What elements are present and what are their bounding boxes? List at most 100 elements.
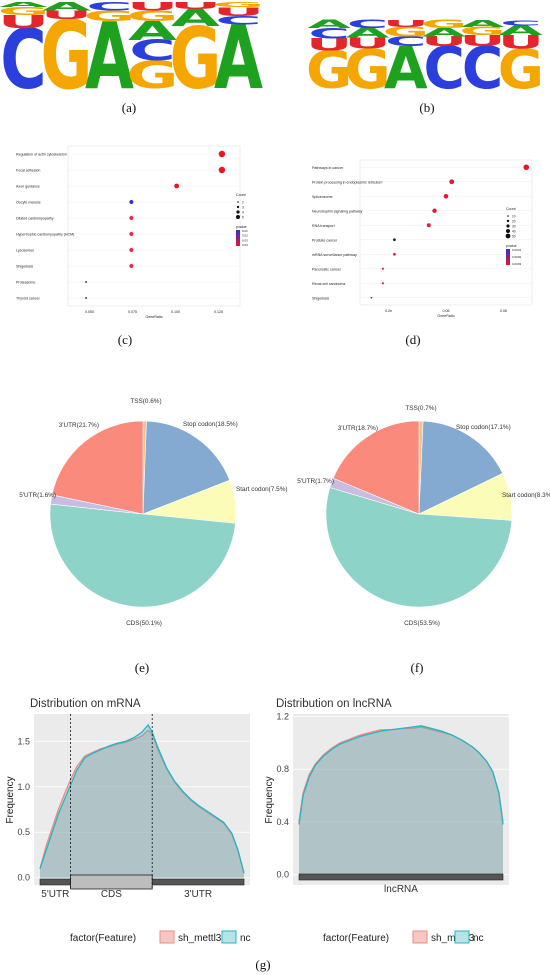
- legend-label-nc-right: nc: [473, 933, 484, 944]
- cds-box: [70, 874, 153, 890]
- dotplot-panel: [67, 145, 241, 307]
- pie-slice-label: 3'UTR(18.7%): [338, 425, 378, 432]
- pie-slice: [49, 503, 236, 608]
- logo-letter-U: U: [170, 0, 221, 11]
- logo-letter-U: U: [0, 11, 49, 32]
- dotplot-category-label: Pancreatic cancer: [312, 267, 342, 271]
- area-y-tick: 0.4: [276, 817, 289, 827]
- logo-letter-U: U: [41, 8, 92, 22]
- logo-letter-A: A: [346, 26, 390, 41]
- dotplot-point: [129, 216, 134, 220]
- legend-label-sh-mettl3-right: sh_mettl3: [431, 933, 475, 944]
- pie-slice-label: 5'UTR(1.7%): [297, 478, 334, 485]
- dotplot-legend-size-label: 3: [242, 206, 244, 210]
- pie-slice-label: TSS(0.6%): [130, 398, 161, 405]
- pie-slice: [142, 420, 231, 515]
- area-y-tick: 0.0: [17, 873, 30, 883]
- logo-letter-C: C: [347, 18, 388, 31]
- legend-label-sh-mettl3-left: sh_mettl3: [178, 933, 222, 944]
- logo-letter-U: U: [498, 31, 544, 53]
- pie-slice-label: Start codon(7.5%): [236, 486, 288, 493]
- dotplot-category-label: Renal cell carcinoma: [312, 282, 345, 286]
- logo-letter-U: U: [460, 32, 506, 49]
- logo-letter-C: C: [423, 35, 464, 102]
- dotplot-point: [129, 248, 134, 252]
- pie-slice-label: CDS(53.5%): [404, 620, 440, 627]
- logo-letter-C: C: [385, 34, 426, 49]
- logo-letter-G: G: [0, 5, 49, 17]
- caption-f: (f): [411, 660, 424, 675]
- logo-letter-G: G: [127, 54, 179, 97]
- pie-slice-label: 5'UTR(1.6%): [19, 492, 56, 499]
- pie-slice-label: 3'UTR(21.7%): [59, 422, 99, 429]
- pie-slice-label: CDS(50.1%): [126, 620, 162, 627]
- dotplot-point: [381, 267, 385, 270]
- logo-letter-U: U: [127, 0, 178, 13]
- pie-slice-label: Stop codon(18.5%): [183, 421, 238, 428]
- dotplot-point: [426, 223, 431, 228]
- logo-letter-C: C: [0, 13, 46, 108]
- dotplot-category-label: Spliceosome: [312, 195, 333, 199]
- logo-letter-G: G: [306, 40, 352, 100]
- caption-c: (c): [118, 332, 132, 347]
- dotplot-point: [218, 166, 226, 174]
- logo-letter-A: A: [384, 35, 428, 102]
- pie-slice: [51, 420, 144, 515]
- legend-swatch-sh-mettl3-right: [412, 930, 428, 944]
- area-y-tick: 1.2: [276, 712, 289, 722]
- dotplot-legend-size-dot: [236, 215, 240, 219]
- dotplot-category-label: Shigellosis: [16, 265, 33, 269]
- legend-swatch-nc-left: [221, 930, 237, 944]
- logo-letter-U: U: [383, 18, 429, 29]
- dotplot-legend-color-label: 0.0003: [512, 262, 522, 266]
- dotplot-legend-size-dot: [507, 215, 509, 217]
- caption-b: (b): [419, 100, 434, 115]
- dotplot-category-label: Protein processing in endoplasmic reticu…: [312, 180, 382, 184]
- area-chart-g1: Distribution on mRNA 0.0 0.5 1.0 1.5 Frequenc…: [5, 698, 250, 900]
- logo-letter-G: G: [127, 8, 179, 25]
- pie-slice-label: Start codon(8.3%): [502, 492, 550, 499]
- area-line-nc: [298, 725, 504, 825]
- logo-letter-C: C: [462, 35, 503, 102]
- area-chart-title: Distribution on mRNA: [30, 698, 141, 710]
- logo-letter-C: C: [129, 35, 175, 68]
- logo-letter-G: G: [84, 8, 136, 25]
- area-line-nc: [39, 723, 245, 874]
- dotplot-legend-size-label: 10: [512, 215, 516, 219]
- dotplot-x-tick: 0.050: [85, 310, 94, 314]
- logo-letter-C: C: [215, 13, 261, 27]
- dotplot-category-label: Prostate cancer: [312, 238, 338, 242]
- caption-a: (a): [122, 100, 136, 115]
- dotplot-panel: [359, 159, 533, 306]
- area-y-tick: 1.5: [17, 736, 30, 746]
- dotplot-legend-color-label: 0.01: [242, 229, 248, 233]
- dotplot-point: [449, 179, 455, 185]
- dotplot-point: [523, 164, 530, 171]
- dotplot-category-label: Dilated cardiomyopathy: [16, 217, 54, 221]
- dotplot-legend-title: Count: [236, 193, 246, 197]
- dotplot-legend-color-label: 0.03: [242, 238, 248, 242]
- dotplot-category-label: Thyroid cancer: [16, 297, 41, 301]
- pie-e: TSS(0.6%) Stop codon(18.5%) Start codon(7.…: [19, 398, 287, 627]
- g-legend-title-left: factor(Feature): [70, 933, 136, 944]
- dotplot-legend-size-label: 40: [512, 230, 516, 234]
- logo-letter-G: G: [344, 39, 390, 102]
- area-chart-g2: Distribution on lncRNA 0.0 0.4 0.8 1.2 Freque…: [264, 698, 509, 895]
- dotplot-category-label: Pathways in cancer: [312, 166, 344, 170]
- logo-letter-A: A: [307, 18, 351, 31]
- dotplot-point: [174, 183, 180, 189]
- logo-letter-C: C: [86, 0, 132, 13]
- region-label: 3'UTR: [184, 889, 212, 900]
- dotplot-c: Regulation of actin cytoskeleton Focal ad…: [16, 145, 248, 319]
- dotplot-legend-color-label: 0.0002: [512, 255, 522, 259]
- logo-letter-A: A: [0, 1, 48, 9]
- dotplot-category-label: Oocyte meiosis: [16, 201, 41, 205]
- pie-slice: [332, 420, 420, 515]
- legend-swatch-nc-right: [454, 930, 470, 944]
- dotplot-legend-size-dot: [236, 205, 240, 209]
- dotplot-x-label: GeneRatio: [437, 314, 454, 318]
- logo-letter-U: U: [306, 35, 352, 55]
- area-chart-panel: [293, 714, 509, 885]
- dotplot-legend-size-dot: [505, 233, 511, 239]
- pie-slice-label: Stop codon(17.1%): [456, 424, 511, 431]
